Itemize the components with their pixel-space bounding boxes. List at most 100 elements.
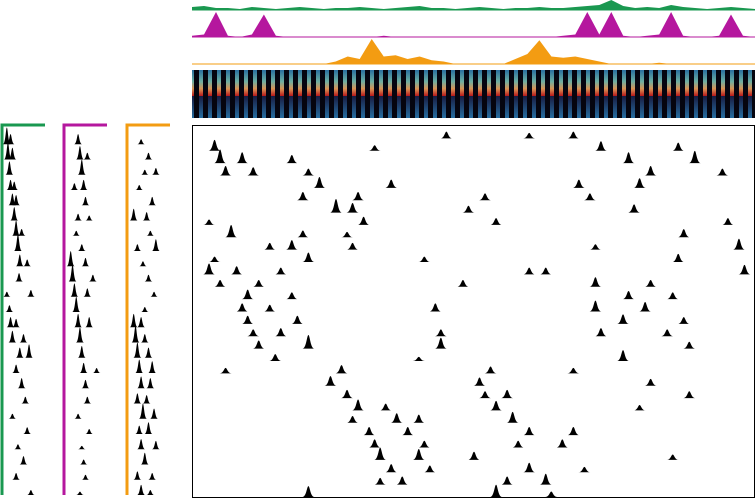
activity-peak (10, 181, 19, 190)
activity-peak (236, 303, 249, 312)
activity-peak (324, 376, 337, 386)
activity-peak (225, 225, 238, 238)
activity-peak (622, 152, 635, 164)
activity-peak (512, 440, 525, 448)
activity-peak (479, 391, 492, 399)
activity-peak (285, 154, 298, 164)
activity-peak (523, 462, 536, 473)
activity-peak (135, 184, 144, 190)
activity-peak (291, 315, 304, 324)
activity-peak (137, 439, 146, 450)
activity-peak (13, 444, 22, 450)
activity-peak (589, 300, 602, 312)
activity-peak (545, 491, 558, 497)
panel-border (62, 123, 107, 495)
activity-peak (133, 342, 142, 358)
activity-peak (313, 176, 326, 188)
activity-peak (302, 486, 315, 497)
activity-peak (8, 413, 17, 419)
activity-peak (151, 168, 160, 175)
activity-peak (567, 367, 580, 374)
activity-peak (85, 428, 94, 434)
activity-peak (83, 396, 92, 404)
activity-peak (140, 169, 149, 175)
trace-area (192, 12, 755, 37)
activity-peak (274, 328, 287, 337)
activity-peak (578, 466, 591, 473)
activity-peak (440, 131, 453, 139)
activity-peak (140, 452, 149, 465)
activity-peak (252, 279, 265, 287)
activity-peak (434, 337, 447, 349)
activity-peak (677, 317, 690, 324)
activity-peak (151, 440, 160, 450)
activity-peak (79, 362, 88, 373)
activity-peak (12, 318, 21, 328)
activity-peak (628, 204, 641, 213)
activity-peak (77, 445, 86, 450)
activity-peak (385, 179, 398, 188)
activity-peak (263, 242, 276, 250)
activity-peak (390, 413, 403, 423)
activity-peak (72, 230, 81, 236)
activity-peak (70, 283, 79, 297)
trace-area (192, 0, 755, 10)
activity-peak (738, 264, 751, 275)
activity-peak (144, 347, 153, 358)
activity-peak (25, 344, 34, 358)
activity-peak (644, 279, 657, 287)
activity-peak (468, 451, 480, 460)
activity-peak (589, 244, 602, 250)
activity-peak (72, 296, 81, 312)
activity-peak (133, 393, 142, 404)
activity-peak (15, 347, 24, 358)
activity-peak (8, 147, 17, 160)
activity-peak (135, 359, 144, 373)
activity-peak (12, 220, 21, 236)
activity-peak (296, 192, 309, 201)
activity-peak (285, 240, 298, 250)
activity-peak (672, 253, 685, 263)
activity-peak (81, 379, 90, 389)
activity-peak (346, 415, 359, 423)
activity-peak (88, 274, 97, 282)
activity-peak (81, 196, 90, 206)
activity-peak (21, 396, 30, 404)
activity-peak (75, 491, 84, 495)
activity-peak (479, 193, 492, 201)
activity-peak (74, 213, 83, 221)
activity-peak (341, 389, 354, 399)
activity-peak (137, 484, 146, 495)
activity-peak (683, 391, 696, 399)
activity-peak (131, 325, 140, 343)
activity-peak (85, 215, 94, 221)
activity-peak (434, 329, 447, 337)
activity-peak (81, 257, 90, 267)
activity-peak (644, 378, 657, 386)
activity-peak (666, 454, 679, 460)
activity-peak (208, 139, 221, 151)
activity-peak (688, 150, 701, 164)
activity-peak (462, 205, 475, 213)
activity-peak (352, 399, 365, 411)
activity-peak (302, 252, 315, 263)
activity-peak (5, 305, 14, 312)
activity-peak (214, 149, 227, 164)
activity-peak (302, 168, 315, 176)
activity-peak (144, 152, 153, 160)
activity-peak (85, 317, 94, 328)
activity-peak (385, 464, 398, 473)
activity-peak (412, 356, 425, 361)
activity-peak (137, 376, 146, 389)
activity-peak (219, 165, 232, 176)
activity-peak (77, 244, 86, 251)
activity-peak (263, 304, 276, 312)
activity-peak (247, 329, 260, 337)
activity-peak (135, 425, 144, 434)
activity-peak (490, 218, 503, 225)
activity-peak (661, 329, 674, 337)
activity-peak (368, 439, 381, 448)
activity-peak (247, 167, 260, 176)
activity-peak (418, 440, 431, 448)
